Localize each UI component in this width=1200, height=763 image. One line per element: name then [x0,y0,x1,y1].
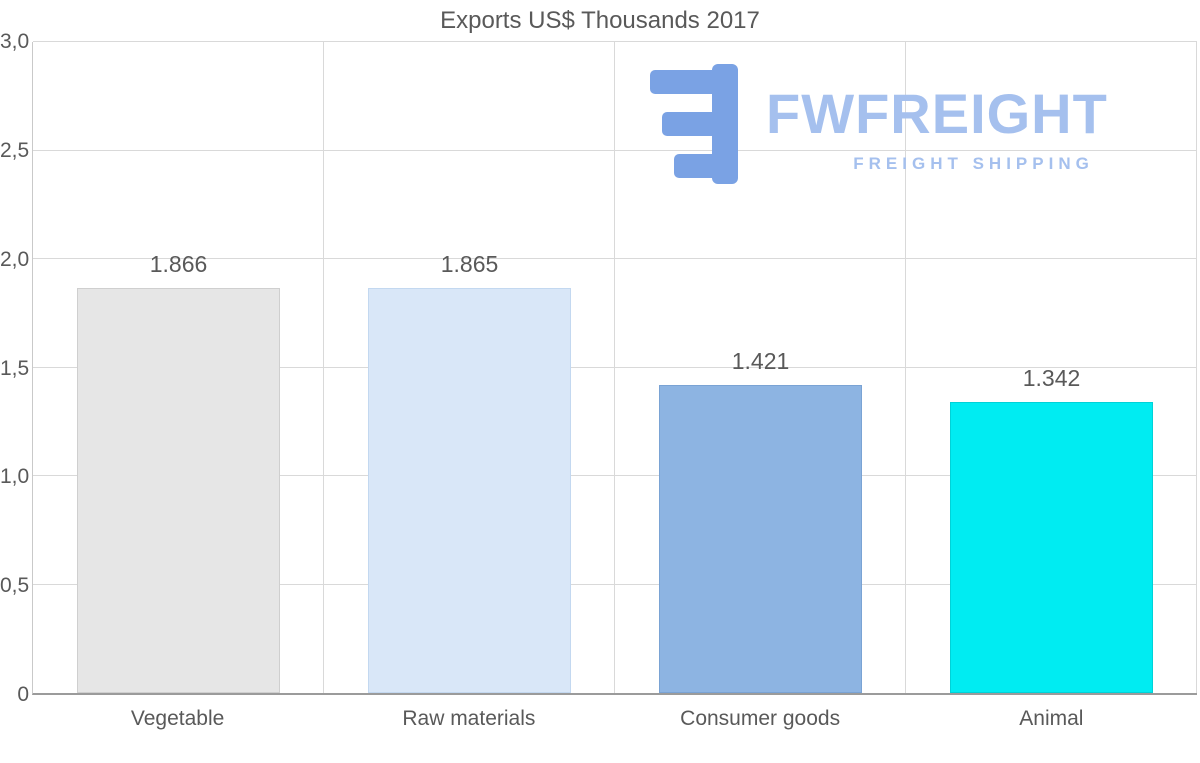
y-tick-label: 2,0 [0,247,30,271]
y-tick-label: 3,0 [0,30,30,53]
gridline-horizontal [33,583,1197,585]
gridline-horizontal [33,149,1197,151]
chart-title: Exports US$ Thousands 2017 [440,7,760,34]
bar [367,288,572,693]
gridline-horizontal [33,41,1197,42]
bar-group: 1.865 [324,42,615,693]
gridline-vertical [614,42,615,693]
category-label: Vegetable [130,707,225,730]
category-label: Animal [1019,707,1084,730]
gridline-vertical [323,42,324,693]
brand-logo: FWFREIGHT FREIGHT SHIPPING [646,64,1108,184]
gridline-vertical [905,42,906,693]
y-tick-label: 1,0 [0,465,30,489]
logo-text-block: FWFREIGHT FREIGHT SHIPPING [766,64,1108,174]
bar [658,384,863,693]
bar-value-label: 1.421 [731,347,790,374]
bars-container: 1.866 1.865 1.421 1.342 [33,42,1197,693]
y-tick-label: 1,5 [0,356,30,380]
bar-value-label: 1.865 [440,251,499,278]
gridline-horizontal [33,258,1197,259]
y-tick-label: 0,5 [0,574,30,598]
bar-group: 1.421 [615,42,906,693]
bar [76,288,281,693]
y-tick-label: 0 [17,683,29,706]
gridline-vertical [1196,42,1197,693]
bar-value-label: 1.342 [1022,364,1081,391]
brand-tagline: FREIGHT SHIPPING [853,154,1094,173]
gridline-horizontal [33,475,1197,476]
x-axis-labels: Vegetable Raw materials Consumer goods Anim… [32,707,1197,731]
bar-value-label: 1.866 [149,251,208,278]
gridline-horizontal [33,366,1197,368]
bar [949,401,1154,693]
y-tick-label: 2,5 [0,138,30,162]
plot-area: 1.866 1.865 1.421 1.342 [32,41,1197,695]
logo-f-icon [650,64,738,184]
bar-group: 1.342 [906,42,1197,693]
bar-group: 1.866 [33,42,324,693]
brand-name: FWFREIGHT [766,82,1108,145]
category-label: Consumer goods [680,707,841,730]
category-label: Raw materials [402,707,536,730]
